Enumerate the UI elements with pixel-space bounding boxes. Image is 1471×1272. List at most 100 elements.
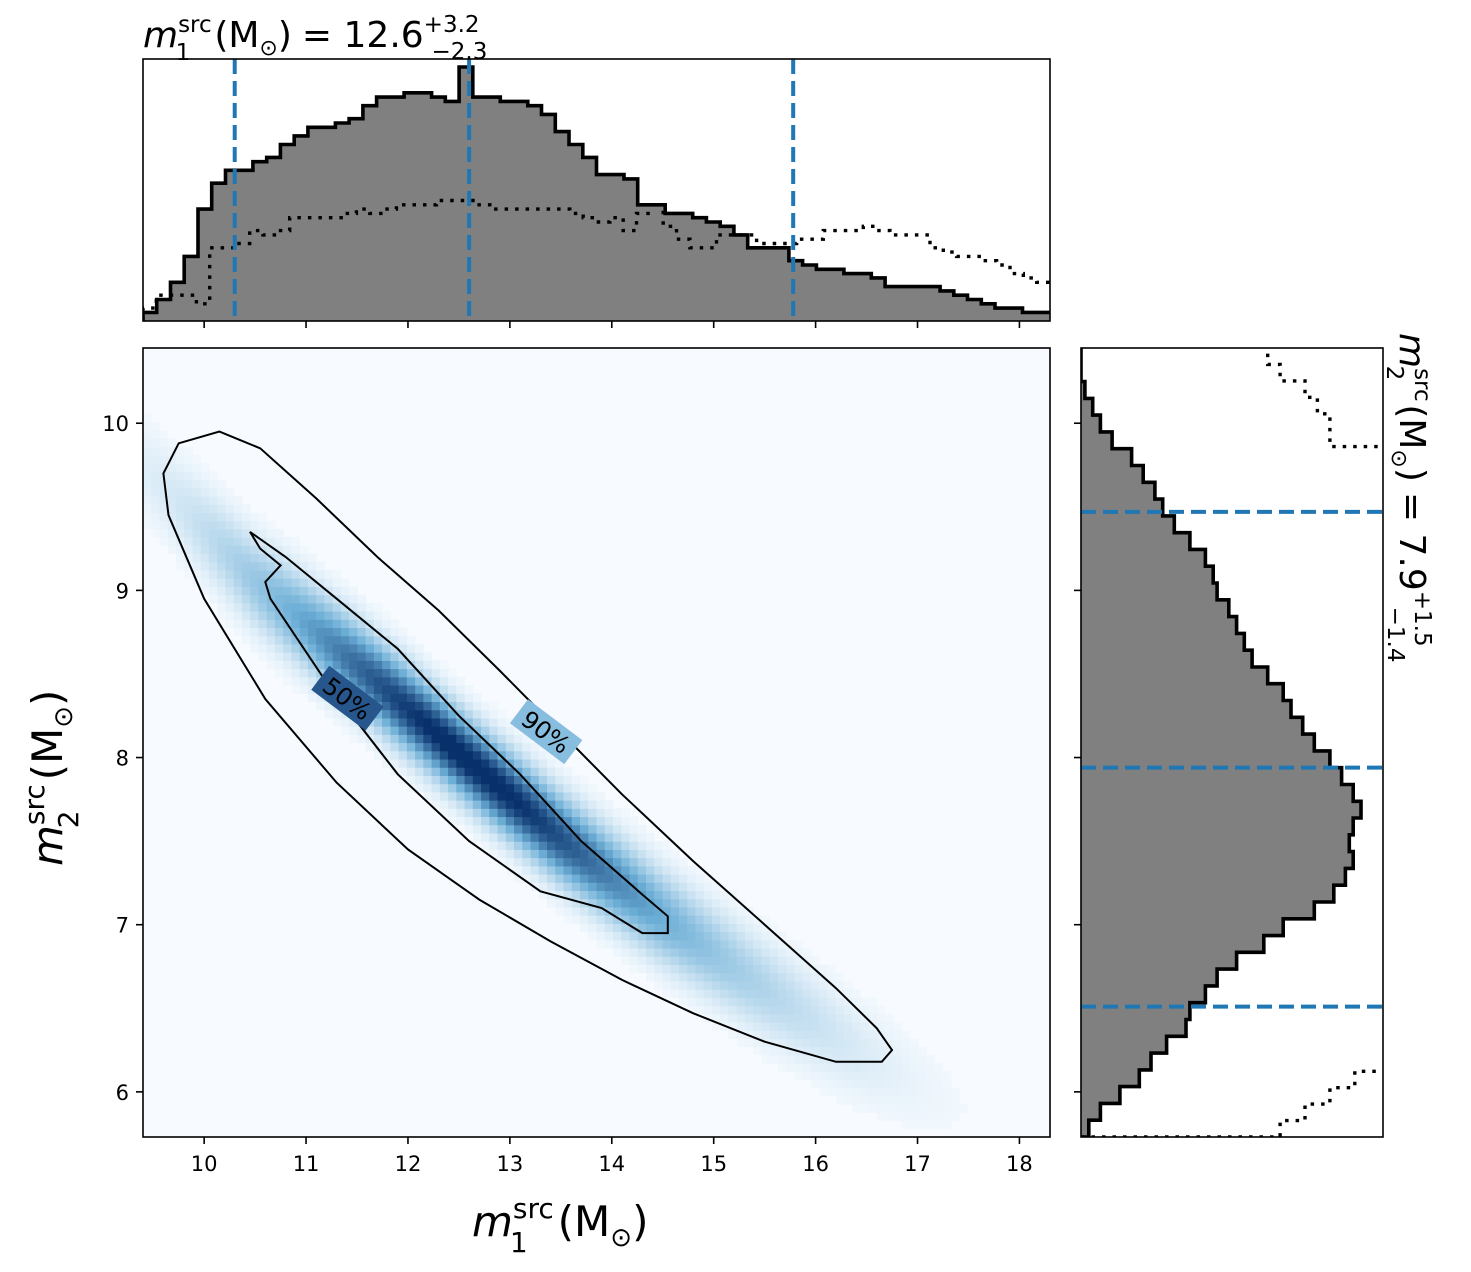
density-cell (538, 775, 548, 785)
density-cell (612, 906, 622, 916)
density-cell (464, 767, 474, 776)
density-cell (885, 1079, 894, 1089)
density-cell (596, 857, 606, 867)
density-cell (645, 923, 655, 933)
density-cell (662, 964, 672, 974)
density-cell (175, 471, 185, 481)
density-cell (711, 882, 721, 892)
density-cell (769, 1046, 779, 1056)
density-cell (439, 709, 449, 719)
density-cell (431, 767, 441, 776)
density-cell (530, 865, 540, 875)
density-cell (332, 602, 342, 612)
density-cell (942, 1079, 952, 1089)
density-cell (637, 865, 647, 875)
density-cell (522, 742, 532, 752)
density-cell (794, 964, 804, 974)
density-cell (563, 783, 573, 793)
density-cell (250, 520, 260, 530)
density-cell (645, 947, 655, 957)
density-cell (332, 709, 342, 719)
density-cell (505, 800, 515, 809)
density-cell (802, 964, 812, 974)
density-cell (687, 923, 697, 933)
density-cell (860, 1021, 870, 1031)
density-cell (241, 537, 251, 546)
density-cell (703, 989, 713, 998)
density-cell (901, 1063, 911, 1072)
density-cell (852, 1063, 861, 1072)
density-cell (670, 890, 680, 900)
density-cell (415, 652, 424, 661)
density-cell (918, 1071, 927, 1081)
density-cell (514, 841, 523, 850)
density-cell (332, 717, 342, 727)
density-cell (612, 947, 622, 957)
density-cell (299, 611, 309, 620)
density-cell (571, 816, 581, 826)
density-cell (472, 767, 482, 776)
density-cell (695, 915, 705, 924)
density-cell (481, 701, 490, 711)
density-cell (596, 915, 606, 924)
density-cell (802, 1005, 812, 1015)
density-cell (481, 750, 490, 760)
density-cell (662, 874, 672, 883)
density-cell (720, 989, 730, 998)
density-cell (670, 939, 680, 949)
density-cell (406, 742, 416, 752)
density-cell (843, 1079, 853, 1089)
density-cell (580, 865, 589, 875)
density-cell (629, 939, 639, 949)
density-cell (464, 758, 474, 768)
density-cell (909, 1063, 919, 1072)
density-cell (390, 734, 400, 744)
density-cell (406, 668, 416, 678)
density-cell (629, 906, 639, 916)
density-cell (184, 528, 194, 538)
density-cell (448, 668, 457, 678)
density-cell (835, 997, 845, 1007)
density-cell (324, 619, 334, 629)
density-cell (670, 972, 680, 982)
density-cell (505, 750, 515, 760)
density-cell (439, 717, 449, 727)
density-cell (678, 874, 688, 883)
right-y-ticks (1074, 422, 1081, 1093)
y-tick-label: 10 (102, 412, 129, 436)
density-cell (547, 865, 556, 875)
density-cell (324, 569, 334, 579)
density-cell (472, 726, 482, 735)
density-cell (810, 1079, 820, 1089)
density-cell (225, 586, 235, 596)
density-cell (596, 849, 606, 859)
density-cell (431, 701, 441, 711)
density-cell (736, 1038, 746, 1048)
density-cell (456, 693, 466, 703)
density-cell (612, 865, 622, 875)
density-cell (744, 1021, 754, 1031)
density-cell (893, 1112, 903, 1122)
density-cell (538, 758, 548, 768)
density-cell (250, 643, 260, 653)
density-cell (291, 537, 301, 546)
density-cell (200, 569, 210, 579)
density-cell (208, 504, 218, 513)
density-cell (802, 1030, 812, 1039)
density-cell (777, 939, 787, 949)
density-cell (489, 726, 499, 735)
density-cell (431, 734, 441, 744)
density-cell (720, 972, 730, 982)
density-cell (819, 980, 828, 990)
density-cell (736, 1030, 746, 1039)
density-cell (654, 956, 664, 966)
density-cell (827, 1087, 837, 1097)
density-cell (786, 1021, 795, 1031)
density-cell (159, 430, 169, 440)
y-axis-label: msrc2(M⊙) (18, 690, 85, 866)
density-cell (299, 594, 309, 604)
density-cell (250, 627, 260, 637)
density-cell (802, 972, 812, 982)
density-cell (645, 931, 655, 941)
density-cell (464, 808, 474, 818)
